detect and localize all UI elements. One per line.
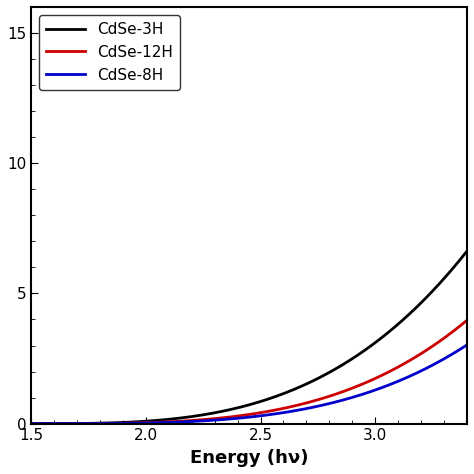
CdSe-12H: [464, 318, 470, 323]
CdSe-8H: [73, 421, 78, 427]
CdSe-12H: [376, 374, 382, 380]
CdSe-3H: [205, 411, 210, 417]
CdSe-3H: [28, 421, 34, 427]
CdSe-12H: [220, 415, 226, 420]
CdSe-12H: [28, 421, 34, 427]
CdSe-8H: [328, 401, 333, 406]
Line: CdSe-12H: CdSe-12H: [31, 320, 467, 424]
CdSe-3H: [220, 408, 226, 414]
CdSe-3H: [368, 343, 374, 348]
CdSe-12H: [368, 377, 374, 383]
CdSe-12H: [73, 421, 78, 427]
Line: CdSe-3H: CdSe-3H: [31, 251, 467, 424]
Line: CdSe-8H: CdSe-8H: [31, 345, 467, 424]
CdSe-8H: [220, 417, 226, 422]
CdSe-8H: [28, 421, 34, 427]
CdSe-8H: [464, 342, 470, 348]
CdSe-3H: [328, 369, 333, 374]
CdSe-8H: [376, 386, 382, 392]
CdSe-8H: [368, 389, 374, 394]
Legend: CdSe-3H, CdSe-12H, CdSe-8H: CdSe-3H, CdSe-12H, CdSe-8H: [39, 15, 180, 90]
CdSe-3H: [464, 248, 470, 254]
CdSe-3H: [376, 337, 382, 343]
X-axis label: Energy (hν): Energy (hν): [190, 449, 308, 467]
CdSe-3H: [73, 421, 78, 427]
CdSe-12H: [328, 393, 333, 399]
CdSe-12H: [205, 417, 210, 422]
CdSe-8H: [205, 418, 210, 423]
